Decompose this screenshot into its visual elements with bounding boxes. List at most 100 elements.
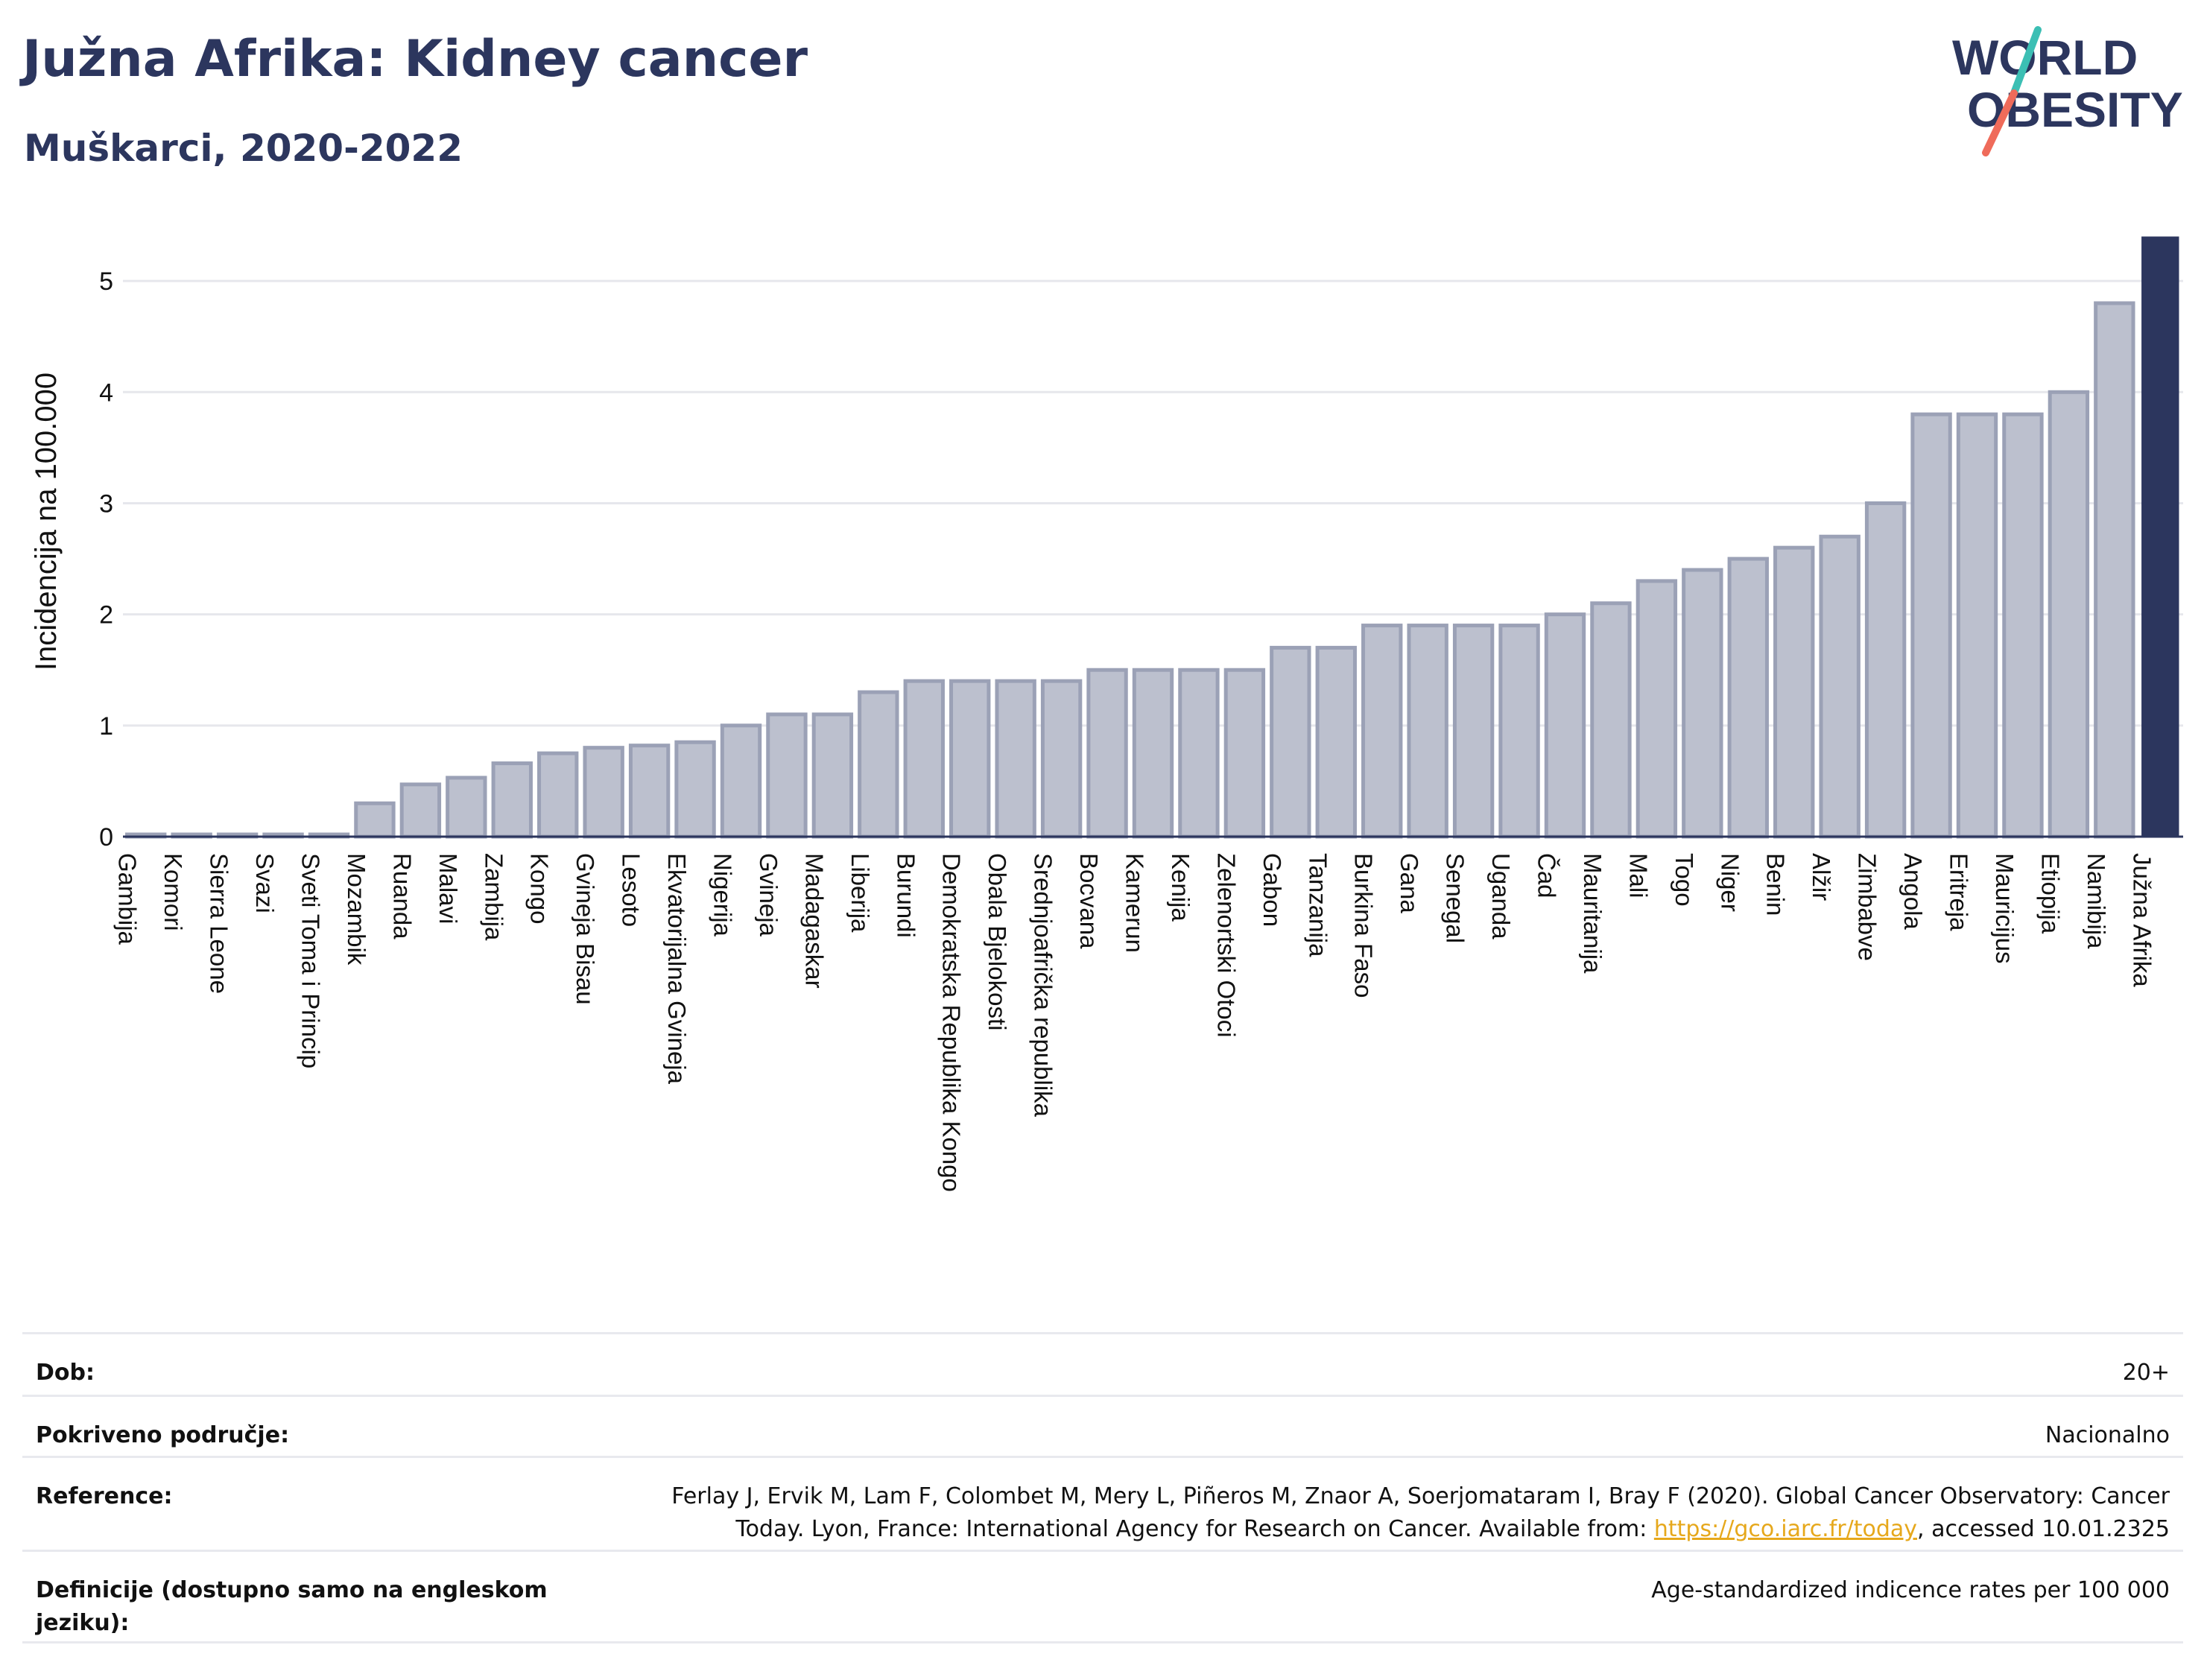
bar-madagaskar [811,712,854,839]
x-tick-label: Ruanda [388,853,416,939]
meta-value-coverage: Nacionalno [2045,1422,2170,1448]
bar-niger [1727,557,1769,839]
meta-label-reference: Reference: [36,1483,173,1509]
x-tick-label: Mauricijus [1991,853,2018,964]
x-tick-label: Mali [1624,853,1652,898]
bar-angola [1910,412,1952,839]
bar-kenija [1178,668,1220,839]
logo-text-world: WORLD [1952,30,2138,85]
x-tick-label: Angola [1899,853,1927,930]
meta-row-definitions: Definicije (dostupno samo na engleskom j… [22,1550,2183,1643]
bar-gabon [1270,645,1311,839]
y-tick-label: 0 [99,823,113,852]
x-tick-label: Sveti Toma i Princip [297,853,325,1068]
bar-kongo [537,751,579,839]
bars [125,236,2179,839]
bar-eritreja [1956,412,1998,839]
x-tick-label: Namibija [2083,853,2110,949]
bar-ekvatorijalna-gvineja [674,740,716,839]
bar-mozambik [354,801,396,839]
bar-zelenortski-otoci [1223,668,1266,839]
bar-bocvana [1086,668,1128,839]
x-tick-label: Kongo [526,853,554,924]
x-tick-label: Južna Afrika [2128,853,2156,987]
y-tick-label: 3 [99,489,113,518]
bar-srednjoafrička-republika [1040,679,1083,839]
x-tick-label: Čad [1533,853,1561,898]
bar-chart: 0 1 2 3 4 5 Gambija Komori Sierra Leone Svazi Sve… [30,236,2183,1192]
x-tick-label: Ekvatorijalna Gvineja [663,853,691,1085]
bar-mauritanija [1590,601,1632,839]
bar-mali [1635,579,1678,839]
bar-gvineja-bisau [583,746,624,839]
world-obesity-logo: WORLD OBESITY [1952,26,2183,156]
reference-text: Ferlay J, Ervik M, Lam F, Colombet M, Me… [671,1483,2170,1542]
info-table: Dob: 20+ Pokriveno područje: Nacionalno … [22,1332,2183,1643]
bar-malavi [446,776,487,839]
reference-link[interactable]: https://gco.iarc.fr/today [1653,1516,1918,1542]
bar-liberija [858,690,899,839]
bar-etiopija [2048,390,2090,839]
bar-obala-bjelokosti [995,679,1036,839]
x-tick-label: Lesoto [618,853,645,927]
x-tick-label: Eritreja [1945,853,1973,931]
x-tick-label: Liberija [846,853,874,933]
logo-slash-teal [2010,26,2042,97]
logo-slash-coral [1982,89,2018,156]
x-tick-label: Zimbabve [1854,853,1881,961]
y-axis: 0 1 2 3 4 5 [99,267,113,852]
x-tick-label: Svazi [251,853,279,913]
meta-row-reference: Reference: Ferlay J, Ervik M, Lam F, Col… [22,1456,2183,1550]
x-tick-label: Zambija [480,853,507,941]
bar-gvineja [766,712,808,839]
x-tick-label: Mozambik [343,853,370,966]
bar-senegal [1452,624,1495,839]
x-tick-label: Gvineja [755,853,782,937]
chart-title: Južna Afrika: Kidney cancer [22,30,808,89]
bar-demokratska-republika-kongo [949,679,991,839]
x-tick-label: Burundi [892,853,919,938]
x-tick-label: Gambija [114,853,142,945]
y-tick-label: 1 [99,712,113,741]
x-tick-label: Nigerija [709,853,737,937]
x-tick-label: Komori [159,853,187,931]
x-tick-label: Togo [1671,853,1698,907]
meta-value-definitions: Age-standardized indicence rates per 100… [1651,1577,2170,1603]
bar-južna-afrika [2141,236,2179,837]
x-tick-label: Uganda [1487,853,1515,939]
bar-ruanda [399,782,442,839]
meta-row-age: Dob: 20+ [22,1332,2183,1395]
bar-uganda [1498,624,1540,839]
y-axis-label: Incidencija na 100.000 [30,373,63,671]
meta-value-age: 20+ [2122,1360,2170,1386]
x-tick-label: Gabon [1258,853,1286,927]
bar-zimbabve [1864,501,1907,839]
bar-benin [1773,545,1815,839]
y-tick-label: 5 [99,267,113,296]
x-tick-label: Demokratska Republika Kongo [938,853,966,1192]
x-tick-label: Kamerun [1121,853,1149,953]
bar-mauricijus [2002,412,2044,839]
x-tick-label: Mauritanija [1579,853,1606,974]
bar-burkina-faso [1361,624,1403,839]
x-tick-label: Benin [1762,853,1790,916]
bar-togo [1682,568,1723,839]
bar-čad [1544,612,1586,839]
meta-label-coverage: Pokriveno područje: [36,1422,290,1448]
reference-accessed: , accessed 10.01.2325 [1917,1516,2170,1542]
x-tick-label: Srednjoafrička republika [1030,853,1057,1118]
bar-kamerun [1132,668,1174,839]
bar-gana [1407,624,1448,839]
bar-tanzanija [1315,645,1357,839]
x-axis: Gambija Komori Sierra Leone Svazi Sveti Toma… [114,835,2183,1192]
bar-alžir [1819,534,1861,839]
meta-row-coverage: Pokriveno područje: Nacionalno [22,1395,2183,1456]
x-tick-label: Niger [1716,853,1744,912]
meta-label-definitions: Definicije (dostupno samo na engleskom j… [36,1577,548,1636]
y-tick-label: 2 [99,601,113,630]
bar-namibija [2094,301,2135,839]
x-tick-label: Zelenortski Otoci [1212,853,1240,1038]
x-tick-label: Madagaskar [800,853,828,989]
x-tick-label: Obala Bjelokosti [984,853,1011,1030]
x-tick-label: Alžir [1808,853,1835,901]
